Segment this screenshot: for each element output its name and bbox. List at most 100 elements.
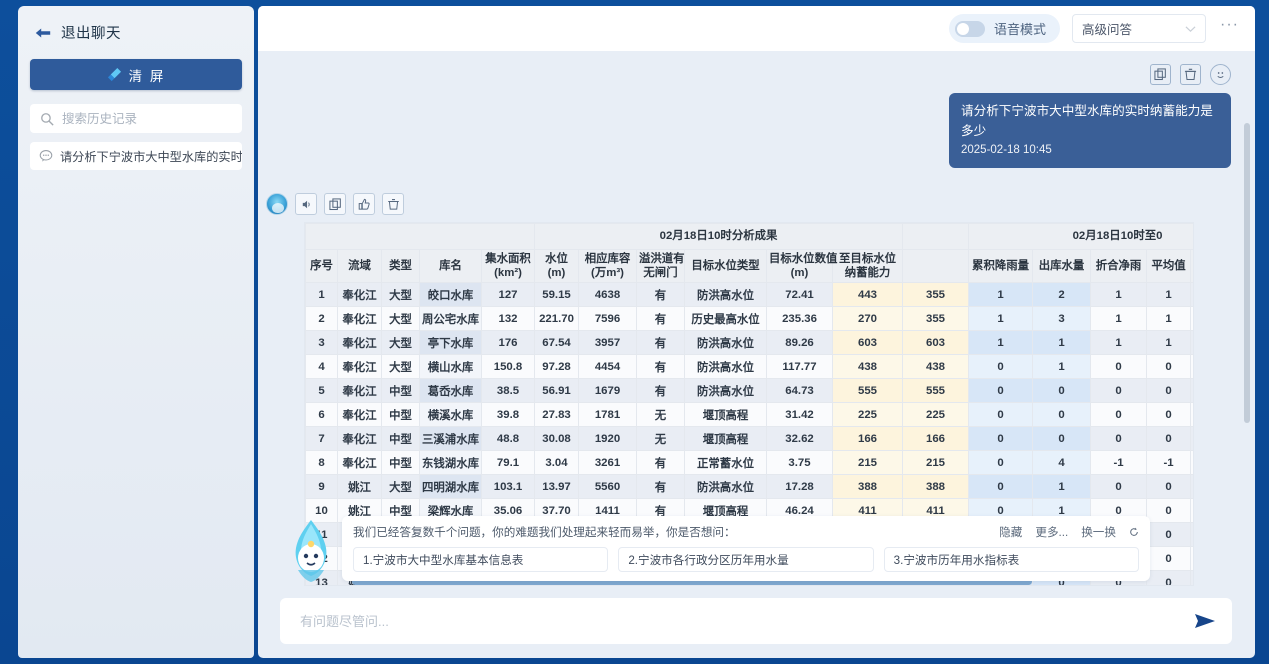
group-header-blank-2 — [902, 223, 970, 250]
cell-r9-c13: 0 — [968, 474, 1034, 499]
cell-r4-c4: 横山水库 — [419, 354, 482, 379]
table-row: 4 奉化江 大型 横山水库 150.8 97.28 4454 有防洪高水位 117.77 438 4… — [305, 354, 1193, 379]
cell-r9-c2: 姚江 — [337, 474, 382, 499]
thumbs-up-icon[interactable] — [353, 193, 375, 215]
suggestion-chip-1[interactable]: 1.宁波市大中型水库基本信息表 — [353, 547, 609, 572]
cell-r8-c4: 东钱湖水库 — [419, 450, 482, 475]
cell-r8-c1: 8 — [305, 450, 338, 475]
message-input-bar[interactable] — [280, 598, 1232, 644]
suggestion-chip-3[interactable]: 3.宁波市历年用水指标表 — [883, 547, 1139, 572]
copy-icon[interactable] — [324, 193, 346, 215]
cell-r4-c1: 4 — [305, 354, 338, 379]
emoji-icon[interactable] — [1210, 64, 1231, 85]
more-options-button[interactable]: ··· — [1220, 15, 1239, 33]
more-suggestions-button[interactable]: 更多... — [1035, 526, 1069, 539]
delete-icon[interactable] — [1180, 64, 1201, 85]
cell-r2-c12: 355 — [902, 306, 970, 331]
cell-r9-c4: 四明湖水库 — [419, 474, 482, 499]
cell-r1-c11: 443 — [831, 282, 904, 307]
cell-r7-c3: 中型 — [381, 426, 420, 451]
cell-r4-c13: 0 — [968, 354, 1034, 379]
cell-r8-c6: 3.04 — [534, 450, 579, 475]
history-item-0[interactable]: 请分析下宁波市大中型水库的实时... — [30, 142, 242, 170]
cell-r2-c15: 1 — [1090, 306, 1148, 331]
cell-r5-c2: 奉化江 — [337, 378, 382, 403]
scrollbar-thumb[interactable] — [352, 578, 1032, 585]
cell-r2-c13: 1 — [968, 306, 1034, 331]
scrollbar-thumb[interactable] — [1244, 123, 1250, 423]
cell-r5-c11: 555 — [831, 378, 904, 403]
cell-r1-c16: 1 — [1146, 282, 1192, 307]
cell-r6-c1: 6 — [305, 402, 338, 427]
cell-r8-c12: 215 — [902, 450, 970, 475]
send-icon — [1195, 614, 1215, 628]
cell-r2-c9: 历史最高水位 — [684, 306, 767, 331]
table-horizontal-scrollbar[interactable] — [352, 578, 1193, 585]
cell-r5-c12: 555 — [902, 378, 970, 403]
delete-icon[interactable] — [382, 193, 404, 215]
cell-r9-c3: 大型 — [381, 474, 420, 499]
cell-r5-c3: 中型 — [381, 378, 420, 403]
cell-r8-c7: 3261 — [578, 450, 637, 475]
conversation-scrollbar[interactable] — [1244, 103, 1250, 583]
cell-r8-c8: 有 — [636, 450, 685, 475]
exit-chat-button[interactable]: 退出聊天 — [30, 20, 242, 43]
cell-r9-c14: 1 — [1032, 474, 1092, 499]
main-panel: 语音模式 高级问答 ··· — [258, 6, 1255, 658]
cell-r7-c6: 30.08 — [534, 426, 579, 451]
cell-r2-c5: 132 — [481, 306, 535, 331]
table-row: 2 奉化江 大型 周公宅水库 132 221.70 7596 有历史最高水位 235.36 270… — [305, 306, 1193, 331]
refresh-suggestions-button[interactable]: 换一换 — [1081, 526, 1116, 539]
cell-r1-c15: 1 — [1090, 282, 1148, 307]
copy-icon[interactable] — [1150, 64, 1171, 85]
voice-mode-toggle[interactable]: 语音模式 — [949, 14, 1061, 43]
cell-r2-c10: 235.36 — [766, 306, 833, 331]
clear-screen-button[interactable]: 清 屏 — [30, 59, 242, 90]
group-header-period: 02月18日10时至0 — [968, 223, 1193, 250]
cell-r1-c1: 1 — [305, 282, 338, 307]
cell-r8-c2: 奉化江 — [337, 450, 382, 475]
cell-r4-c12: 438 — [902, 354, 970, 379]
cell-r1-c4: 皎口水库 — [419, 282, 482, 307]
suggestion-card: 我们已经答复数千个问题，你的难题我们处理起来轻而易举，你是否想问： 隐藏 更多.… — [342, 516, 1150, 581]
cell-r8-c15: -1 — [1090, 450, 1148, 475]
cell-r2-c11: 270 — [831, 306, 904, 331]
cell-r3-c13: 1 — [968, 330, 1034, 355]
col-header-4: 集水面积 (km²) — [481, 249, 535, 283]
speaker-icon[interactable] — [295, 193, 317, 215]
cell-r7-c15: 0 — [1090, 426, 1148, 451]
search-history-box[interactable] — [30, 104, 242, 133]
cell-r4-c5: 150.8 — [481, 354, 535, 379]
back-arrow-icon — [35, 28, 51, 37]
cell-r11-c17: 200 — [1190, 522, 1193, 547]
cell-r2-c1: 2 — [305, 306, 338, 331]
cell-r3-c10: 89.26 — [766, 330, 833, 355]
voice-mode-label: 语音模式 — [994, 22, 1047, 37]
hide-suggestions-button[interactable]: 隐藏 — [999, 526, 1023, 539]
avatar — [266, 193, 288, 215]
message-input[interactable] — [300, 613, 1186, 629]
mode-select[interactable]: 高级问答 — [1072, 14, 1207, 43]
refresh-icon[interactable] — [1129, 527, 1139, 537]
cell-r1-c10: 72.41 — [766, 282, 833, 307]
cell-r9-c10: 17.28 — [766, 474, 833, 499]
search-input[interactable] — [62, 111, 232, 126]
col-header-13: 出库水量 — [1032, 249, 1092, 283]
cell-r8-c5: 79.1 — [481, 450, 535, 475]
send-button[interactable] — [1186, 604, 1224, 638]
cell-r9-c12: 388 — [902, 474, 970, 499]
cell-r8-c16: -1 — [1146, 450, 1192, 475]
cell-r6-c15: 0 — [1090, 402, 1148, 427]
history-item-label: 请分析下宁波市大中型水库的实时... — [60, 150, 242, 164]
cell-r4-c14: 1 — [1032, 354, 1092, 379]
cell-r5-c5: 38.5 — [481, 378, 535, 403]
cell-r9-c6: 13.97 — [534, 474, 579, 499]
col-header-2: 类型 — [381, 249, 420, 283]
cell-r1-c8: 有 — [636, 282, 685, 307]
table-row: 5 奉化江 中型 葛岙水库 38.5 56.91 1679 有防洪高水位 64.73 555 555… — [305, 378, 1193, 403]
col-header-1: 流域 — [337, 249, 382, 283]
suggestion-chip-2[interactable]: 2.宁波市各行政分区历年用水量 — [618, 547, 874, 572]
analysis-result-table[interactable]: 02月18日10时分析成果 02月18日10时至0 序号 流域 类型 库名 集水面积 (k… — [305, 223, 1193, 585]
col-header-9: 目标水位数值 (m) — [766, 249, 837, 283]
user-message-text: 请分析下宁波市大中型水库的实时纳蓄能力是多少 — [961, 104, 1213, 138]
